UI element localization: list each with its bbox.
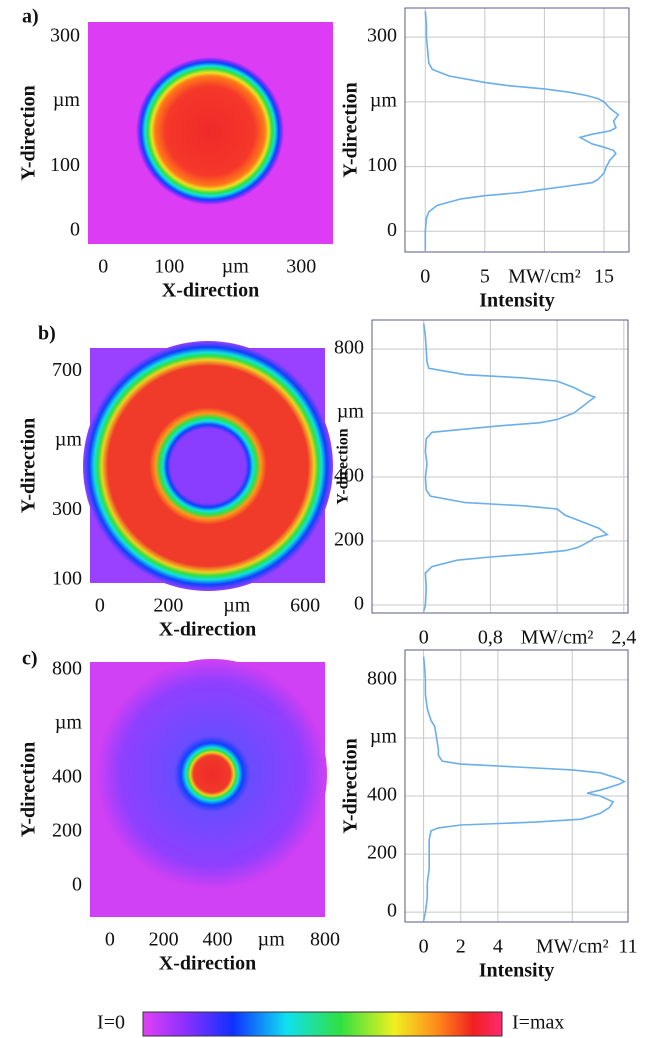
colorbar xyxy=(142,1011,503,1037)
y-axis-label: Y-direction xyxy=(335,428,352,505)
plot-area xyxy=(372,320,628,613)
plot-frame xyxy=(404,649,629,923)
y-tick-label: 200 xyxy=(334,529,364,551)
y-tick-label: 100 xyxy=(50,154,80,176)
x-tick-label: 800 xyxy=(310,929,340,951)
y-tick-label: 300 xyxy=(52,498,82,520)
x-tick-label: 4 xyxy=(493,936,503,958)
y-tick-label: 100 xyxy=(52,567,82,589)
x-tick-label: 11 xyxy=(618,936,637,958)
colorbar-max-label: I=max xyxy=(512,1012,564,1034)
y-tick-label: 300 xyxy=(367,25,397,47)
y-tick-label: 0 xyxy=(354,593,364,615)
plot-frame xyxy=(371,319,629,614)
y-tick-label: µm xyxy=(370,89,398,111)
x-axis-label: Intensity xyxy=(479,960,555,982)
y-tick-label: 400 xyxy=(334,465,364,487)
y-axis-label: Y-direction xyxy=(18,418,40,514)
x-tick-label: 400 xyxy=(202,929,232,951)
beam-spot xyxy=(136,57,284,205)
y-tick-label: µm xyxy=(55,428,83,450)
y-tick-label: 200 xyxy=(367,842,397,864)
x-tick-label: µm xyxy=(222,256,250,278)
x-tick-label: MW/cm² xyxy=(521,627,594,649)
x-tick-label: 2 xyxy=(456,936,466,958)
y-tick-label: 0 xyxy=(387,900,397,922)
y-tick-label: µm xyxy=(337,401,365,423)
y-tick-label: 400 xyxy=(367,784,397,806)
y-axis-label: Y-direction xyxy=(340,738,362,834)
y-tick-label: µm xyxy=(370,726,398,748)
x-tick-label: 300 xyxy=(286,256,316,278)
x-tick-label: 0 xyxy=(98,256,108,278)
x-axis-label: Intensity xyxy=(479,290,555,312)
y-tick-label: 800 xyxy=(52,658,82,680)
x-tick-label: µm xyxy=(223,595,251,617)
intensity-line xyxy=(422,323,610,612)
x-tick-label: 0 xyxy=(95,595,105,617)
y-tick-label: 0 xyxy=(70,219,80,241)
y-axis-label: Y-direction xyxy=(340,82,362,178)
x-tick-label: 0 xyxy=(105,929,115,951)
beam-spot xyxy=(97,659,327,889)
y-axis-label: Y-direction xyxy=(18,742,40,838)
y-tick-label: 0 xyxy=(72,874,82,896)
intensity-line xyxy=(424,11,620,251)
y-axis-label: Y-direction xyxy=(18,85,40,181)
x-tick-label: 100 xyxy=(154,256,184,278)
x-tick-label: 0 xyxy=(419,627,429,649)
x-tick-label: 600 xyxy=(290,595,320,617)
y-tick-label: 800 xyxy=(367,667,397,689)
x-tick-label: 200 xyxy=(149,929,179,951)
plot-frame xyxy=(404,7,630,253)
panel-label: b) xyxy=(38,323,56,345)
y-tick-label: 300 xyxy=(50,24,80,46)
y-tick-label: 400 xyxy=(52,766,82,788)
x-tick-label: 2,4 xyxy=(611,627,636,649)
x-tick-label: MW/cm² xyxy=(536,936,609,958)
y-tick-label: µm xyxy=(53,89,81,111)
y-tick-label: µm xyxy=(55,712,83,734)
plot-area xyxy=(405,650,628,922)
intensity-line xyxy=(422,656,627,921)
x-tick-label: 15 xyxy=(594,266,614,288)
y-tick-label: 100 xyxy=(367,154,397,176)
plot-area xyxy=(405,8,629,252)
x-axis-label: X-direction xyxy=(162,280,259,302)
x-tick-label: 0,8 xyxy=(478,627,503,649)
y-tick-label: 700 xyxy=(52,359,82,381)
panel-label: c) xyxy=(22,648,38,670)
y-tick-label: 800 xyxy=(334,337,364,359)
beam-ring xyxy=(83,341,333,591)
colorbar-min-label: I=0 xyxy=(97,1012,125,1034)
x-tick-label: 0 xyxy=(419,936,429,958)
x-tick-label: 200 xyxy=(153,595,183,617)
x-axis-label: X-direction xyxy=(159,953,256,975)
x-tick-label: MW/cm² xyxy=(508,266,581,288)
y-tick-label: 200 xyxy=(52,820,82,842)
x-tick-label: µm xyxy=(258,929,286,951)
x-tick-label: 5 xyxy=(480,266,490,288)
x-axis-label: X-direction xyxy=(159,619,256,641)
y-tick-label: 0 xyxy=(387,219,397,241)
x-tick-label: 0 xyxy=(420,266,430,288)
panel-label: a) xyxy=(22,6,39,28)
